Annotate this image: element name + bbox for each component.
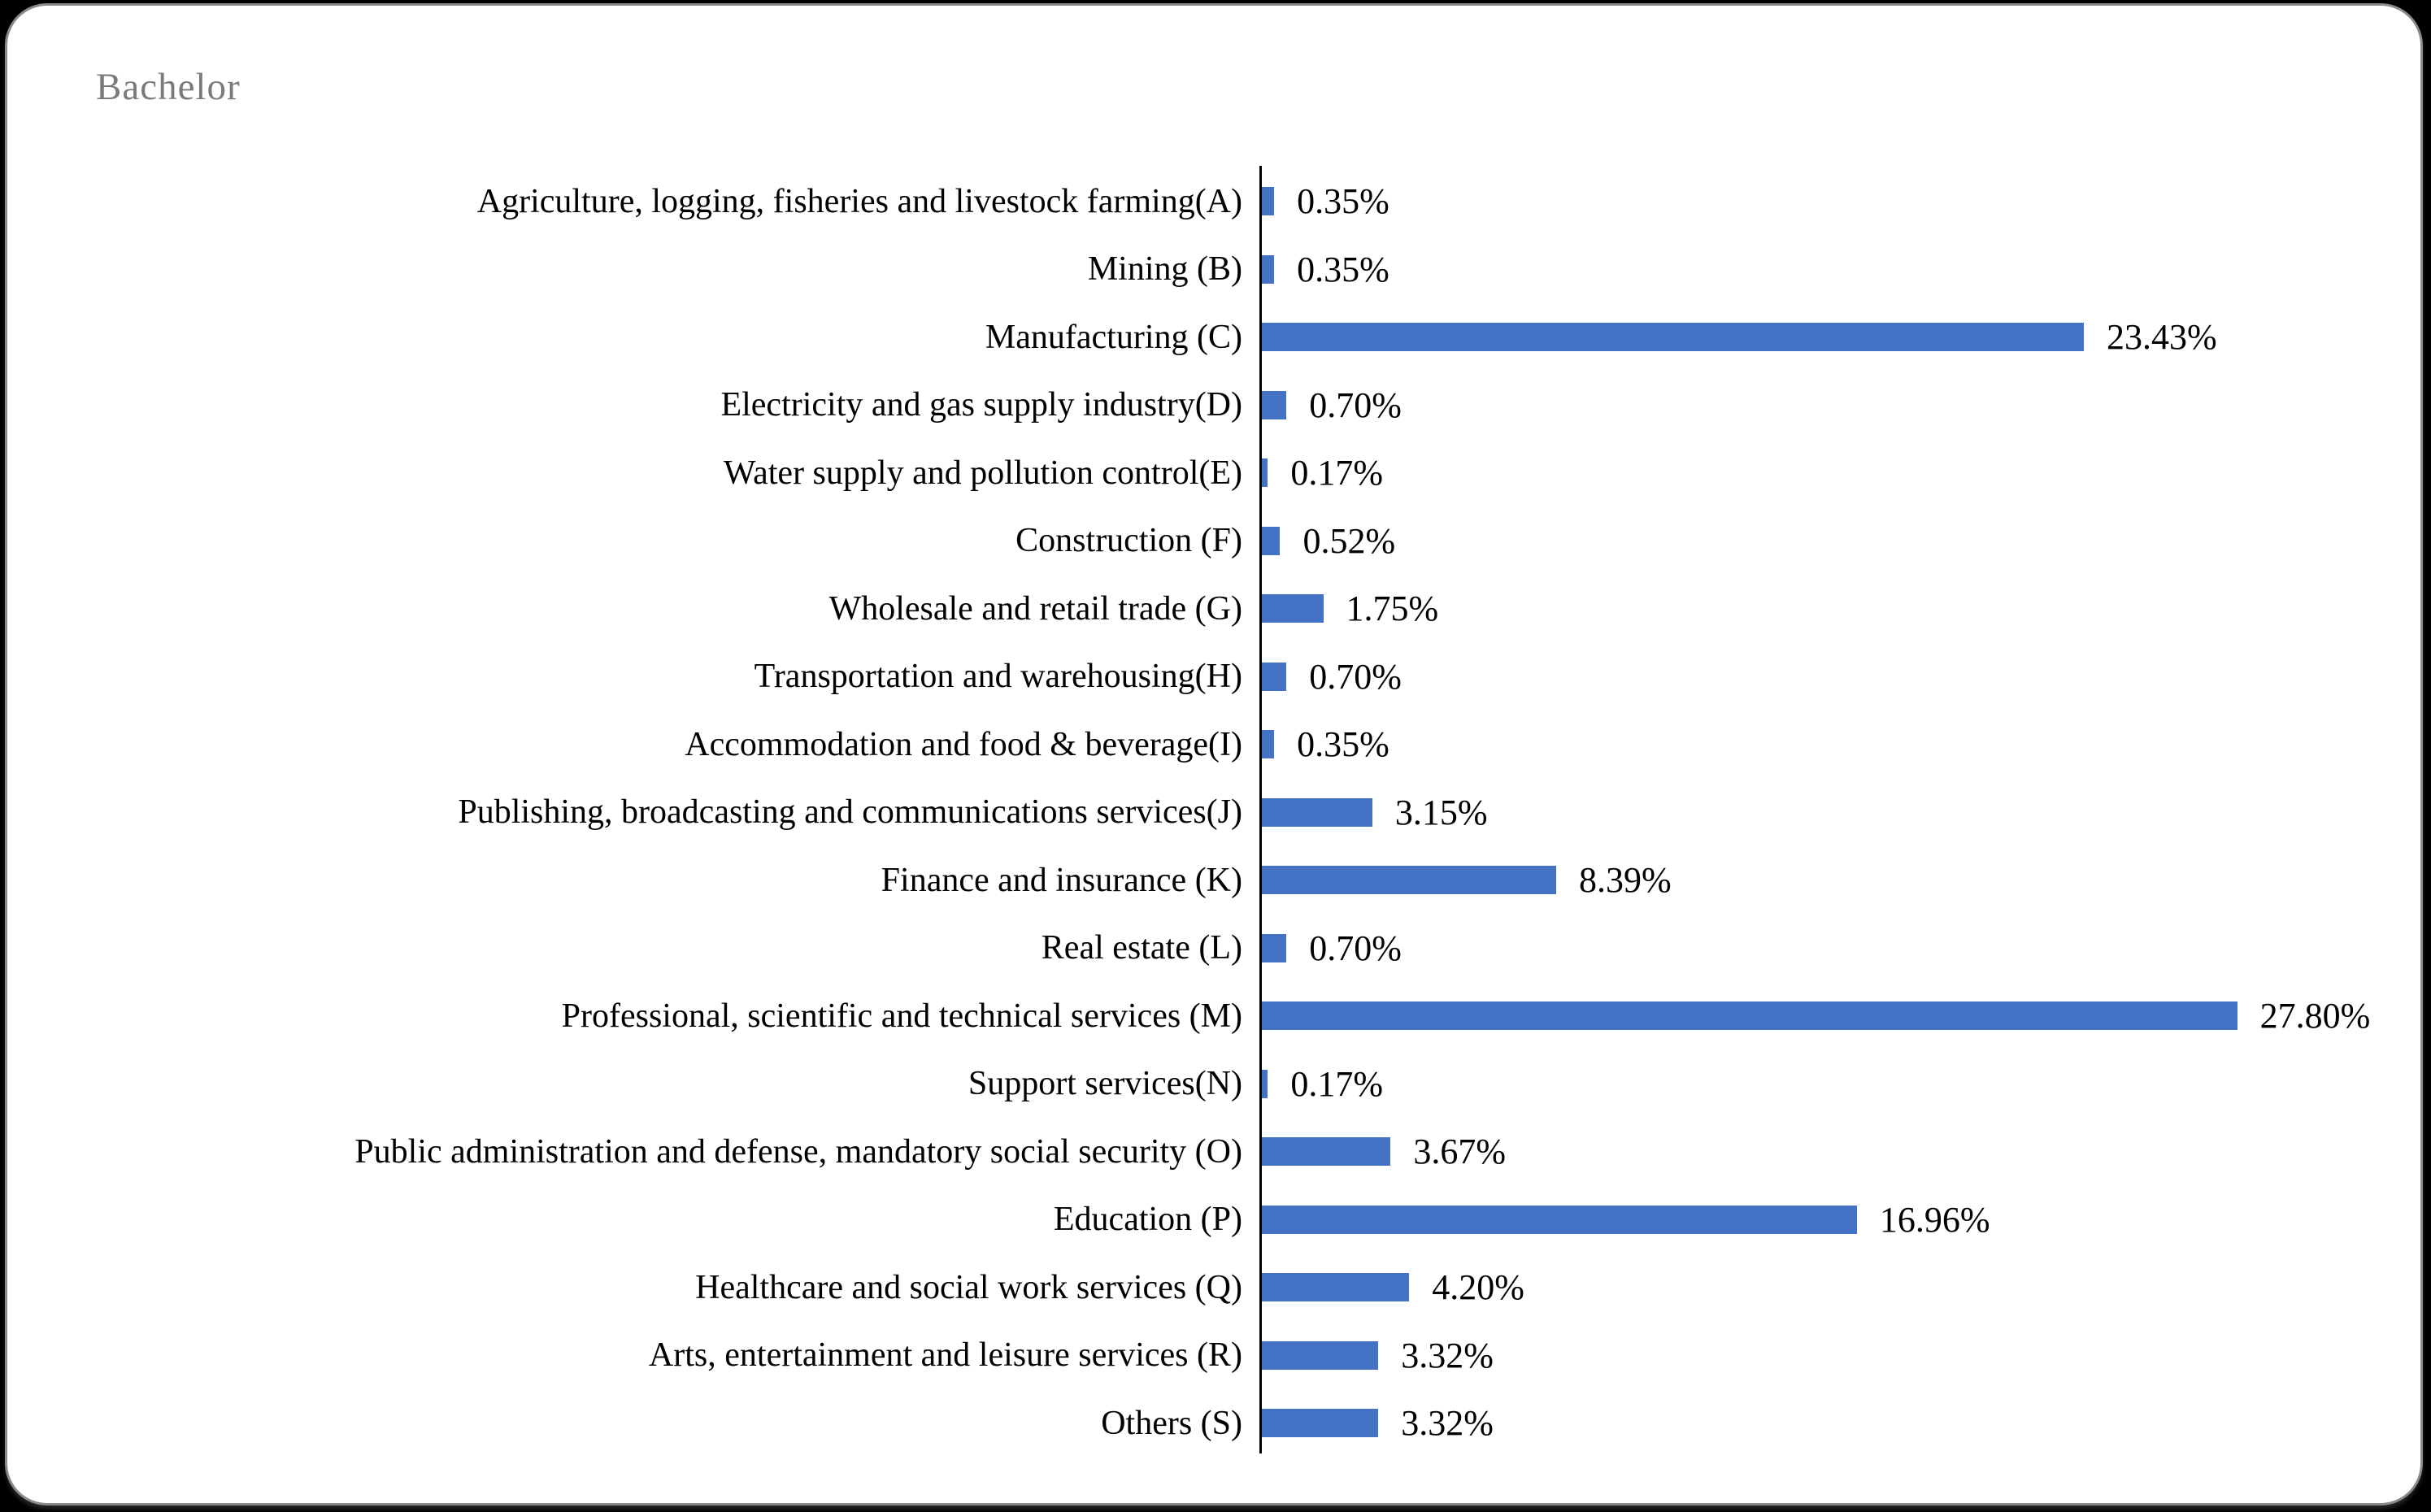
bar-container: 3.32%	[1262, 1322, 1494, 1390]
category-label: Construction (F)	[1015, 522, 1242, 560]
bar	[1262, 1340, 1379, 1370]
category-label: Manufacturing (C)	[985, 318, 1242, 356]
value-label: 0.70%	[1309, 385, 1402, 425]
bar	[1262, 458, 1268, 488]
category-label: Wholesale and retail trade (G)	[828, 589, 1242, 628]
category-label: Education (P)	[1053, 1201, 1242, 1239]
category-label: Healthcare and social work services (Q)	[695, 1268, 1242, 1306]
category-label: Transportation and warehousing(H)	[754, 658, 1242, 696]
bar-row: Construction (F) 0.52%	[0, 507, 2431, 576]
bar-container: 0.35%	[1262, 710, 1389, 779]
category-label: Public administration and defense, manda…	[354, 1132, 1242, 1171]
bar-row: Mining (B) 0.35%	[0, 236, 2431, 304]
bar-row: Professional, scientific and technical s…	[0, 982, 2431, 1050]
bar	[1262, 1137, 1391, 1167]
bar-container: 0.17%	[1262, 439, 1383, 507]
bar-row: Electricity and gas supply industry(D) 0…	[0, 371, 2431, 440]
bar	[1262, 1205, 1857, 1234]
value-label: 0.35%	[1297, 249, 1389, 289]
bar-row: Accommodation and food & beverage(I) 0.3…	[0, 710, 2431, 779]
bar	[1262, 797, 1372, 827]
bar	[1262, 323, 2084, 352]
bar-container: 3.32%	[1262, 1389, 1494, 1458]
bar-row: Others (S) 3.32%	[0, 1389, 2431, 1458]
category-label: Mining (B)	[1087, 250, 1242, 289]
value-label: 4.20%	[1432, 1267, 1524, 1308]
value-label: 0.17%	[1290, 1063, 1383, 1104]
bar-container: 3.67%	[1262, 1118, 1506, 1186]
category-label: Others (S)	[1101, 1404, 1242, 1442]
bar	[1262, 1001, 2237, 1031]
chart-rows: Agriculture, logging, fisheries and live…	[0, 167, 2431, 1458]
category-label: Finance and insurance (K)	[881, 861, 1242, 899]
chart-card	[5, 3, 2423, 1505]
value-label: 3.67%	[1413, 1132, 1507, 1172]
value-label: 3.32%	[1401, 1403, 1494, 1444]
bar-container: 23.43%	[1262, 303, 2217, 371]
value-label: 0.70%	[1309, 656, 1402, 697]
bar-container: 0.52%	[1262, 507, 1395, 576]
bar	[1262, 866, 1557, 895]
bar	[1262, 1409, 1379, 1438]
bar	[1262, 254, 1275, 284]
category-label: Electricity and gas supply industry(D)	[720, 386, 1242, 424]
category-axis-line	[1259, 166, 1262, 1453]
bar-container: 0.70%	[1262, 371, 1402, 440]
bar	[1262, 187, 1275, 216]
value-label: 0.35%	[1297, 724, 1389, 765]
bar-row: Healthcare and social work services (Q) …	[0, 1253, 2431, 1322]
bar-row: Education (P) 16.96%	[0, 1186, 2431, 1254]
value-label: 23.43%	[2107, 317, 2217, 358]
bar-container: 1.75%	[1262, 575, 1438, 643]
bar-row: Real estate (L) 0.70%	[0, 915, 2431, 983]
bar	[1262, 526, 1281, 555]
value-label: 0.52%	[1302, 520, 1396, 561]
value-label: 0.70%	[1309, 928, 1402, 968]
bar-row: Transportation and warehousing(H) 0.70%	[0, 643, 2431, 711]
value-label: 3.32%	[1401, 1335, 1494, 1375]
bar	[1262, 730, 1275, 759]
bar	[1262, 1273, 1410, 1302]
chart-title: Bachelor	[96, 66, 241, 108]
bar-container: 4.20%	[1262, 1253, 1524, 1322]
bar-row: Support services(N) 0.17%	[0, 1050, 2431, 1119]
bar	[1262, 933, 1287, 962]
bar-row: Finance and insurance (K) 8.39%	[0, 846, 2431, 915]
value-label: 3.15%	[1394, 792, 1488, 832]
category-label: Arts, entertainment and leisure services…	[648, 1336, 1242, 1375]
category-label: Accommodation and food & beverage(I)	[685, 725, 1242, 763]
bar-container: 8.39%	[1262, 846, 1672, 915]
bar-container: 27.80%	[1262, 982, 2370, 1050]
value-label: 16.96%	[1879, 1199, 1990, 1240]
bar	[1262, 1069, 1268, 1098]
bar-row: Wholesale and retail trade (G) 1.75%	[0, 575, 2431, 643]
bar	[1262, 594, 1324, 623]
value-label: 27.80%	[2259, 996, 2371, 1036]
bar-container: 0.70%	[1262, 643, 1402, 711]
bar-container: 0.35%	[1262, 236, 1389, 304]
value-label: 0.35%	[1297, 181, 1389, 222]
value-label: 1.75%	[1346, 589, 1439, 629]
bar-row: Agriculture, logging, fisheries and live…	[0, 167, 2431, 236]
bar-row: Public administration and defense, manda…	[0, 1118, 2431, 1186]
value-label: 8.39%	[1579, 860, 1672, 901]
bar-row: Water supply and pollution control(E) 0.…	[0, 439, 2431, 507]
bar	[1262, 662, 1287, 691]
category-label: Support services(N)	[968, 1065, 1242, 1103]
bar-container: 16.96%	[1262, 1186, 1990, 1254]
category-label: Publishing, broadcasting and communicati…	[458, 793, 1242, 832]
bar-container: 0.70%	[1262, 915, 1402, 983]
category-label: Real estate (L)	[1041, 929, 1242, 967]
category-label: Water supply and pollution control(E)	[723, 454, 1242, 492]
value-label: 0.17%	[1290, 453, 1383, 493]
category-label: Agriculture, logging, fisheries and live…	[476, 182, 1242, 220]
bar-row: Manufacturing (C) 23.43%	[0, 303, 2431, 371]
category-label: Professional, scientific and technical s…	[561, 997, 1242, 1035]
bar-row: Arts, entertainment and leisure services…	[0, 1322, 2431, 1390]
bar	[1262, 390, 1287, 419]
bar-container: 0.17%	[1262, 1050, 1383, 1119]
bar-container: 0.35%	[1262, 167, 1389, 236]
bar-row: Publishing, broadcasting and communicati…	[0, 779, 2431, 847]
bar-container: 3.15%	[1262, 779, 1488, 847]
